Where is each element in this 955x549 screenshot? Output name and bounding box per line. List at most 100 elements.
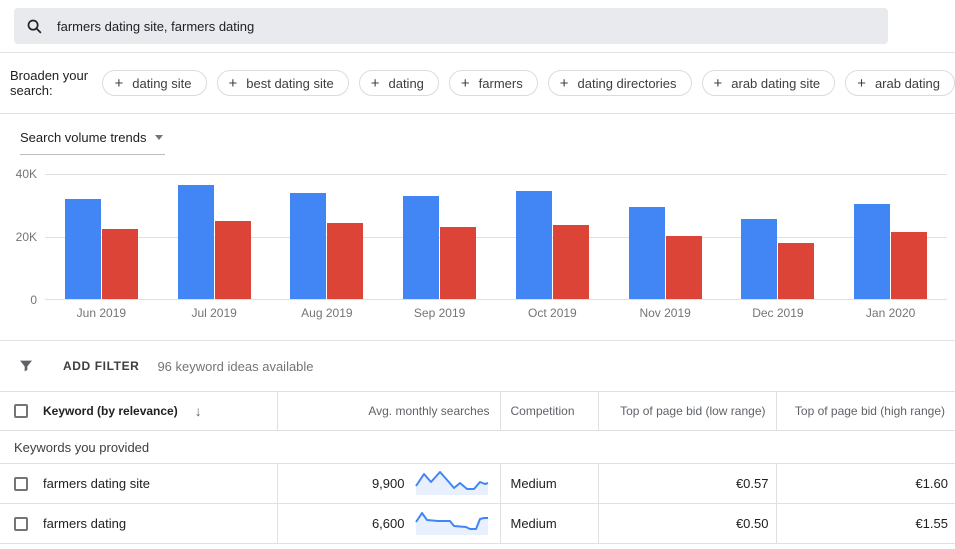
red-bar[interactable] — [552, 225, 589, 299]
chart-title: Search volume trends — [20, 130, 147, 145]
avg-monthly-searches-cell: 6,600 — [371, 516, 405, 531]
blue-bar[interactable] — [628, 207, 665, 299]
y-axis-tick: 40K — [15, 167, 37, 181]
chip-label: dating — [388, 75, 424, 91]
x-axis-labels: Jun 2019 Jul 2019 Aug 2019 Sep 2019 Oct 2019… — [45, 306, 947, 320]
column-header-bid-high[interactable]: Top of page bid (high range) — [775, 391, 955, 431]
blue-bar[interactable] — [403, 196, 440, 299]
keyword-cell: farmers dating — [43, 516, 127, 531]
red-bar[interactable] — [778, 243, 815, 299]
row-checkbox[interactable] — [14, 476, 28, 491]
column-header-bid-low[interactable]: Top of page bid (low range) — [597, 391, 776, 431]
keyword-ideas-count: 96 keyword ideas available — [157, 358, 314, 374]
blue-bar[interactable] — [515, 191, 552, 299]
divider — [0, 340, 955, 341]
table-row: farmers dating site 9,900 Medium €0.57 €… — [0, 463, 955, 504]
red-bar[interactable] — [440, 227, 477, 299]
x-axis-tick: Jan 2020 — [865, 306, 916, 320]
search-volume-chart: 40K 20K 0 Jun 2019 Jul 2019 Aug 2019 Sep 20… — [0, 167, 955, 320]
y-axis-tick: 0 — [30, 293, 37, 307]
broaden-chip[interactable]: + arab dating site — [701, 70, 836, 96]
x-axis-tick: Jul 2019 — [191, 306, 237, 320]
column-header-avg-monthly-searches[interactable]: Avg. monthly searches — [276, 391, 500, 431]
bid-high-cell: €1.60 — [775, 463, 955, 504]
add-filter-button[interactable]: ADD FILTER — [63, 359, 140, 373]
plus-icon: + — [114, 74, 124, 92]
blue-bar[interactable] — [741, 219, 778, 299]
table-row: farmers dating 6,600 Medium €0.50 €1.55 — [0, 503, 955, 544]
plus-icon: + — [559, 74, 569, 92]
row-checkbox[interactable] — [14, 516, 28, 531]
column-header-keyword[interactable]: Keyword (by relevance) — [43, 404, 178, 418]
chart-header: Search volume trends — [0, 114, 955, 155]
keyword-chips: + dating site + best dating site + dating + far… — [102, 70, 955, 96]
search-icon — [27, 19, 42, 33]
keyword-cell: farmers dating site — [43, 476, 150, 491]
chip-label: arab dating site — [731, 75, 821, 91]
x-axis-tick: Sep 2019 — [413, 306, 466, 320]
broaden-chip[interactable]: + farmers — [448, 70, 538, 96]
bid-high-cell: €1.55 — [775, 503, 955, 544]
sort-desc-icon[interactable]: ↓ — [194, 403, 202, 419]
broaden-chip[interactable]: + dating directories — [547, 70, 692, 96]
red-bar[interactable] — [891, 232, 928, 299]
broaden-chip[interactable]: + dating — [358, 70, 439, 96]
bar-group — [722, 174, 835, 299]
x-axis-tick: Aug 2019 — [301, 306, 353, 320]
table-header-row: Keyword (by relevance) ↓ Avg. monthly se… — [0, 391, 955, 431]
x-axis-tick: Nov 2019 — [639, 306, 691, 320]
blue-bar[interactable] — [64, 199, 101, 299]
bar-group — [271, 174, 384, 299]
bar-group — [383, 174, 496, 299]
broaden-chip[interactable]: + dating site — [102, 70, 207, 96]
filter-funnel-icon — [20, 360, 32, 372]
bar-groups — [45, 174, 947, 299]
bar-group — [496, 174, 609, 299]
y-axis-tick: 20K — [15, 230, 37, 244]
filter-bar: ADD FILTER 96 keyword ideas available — [0, 341, 955, 391]
broaden-chip[interactable]: + best dating site — [216, 70, 349, 96]
gridline — [45, 174, 947, 175]
plus-icon: + — [857, 74, 866, 92]
divider — [0, 113, 955, 114]
search-input[interactable] — [57, 18, 837, 34]
x-axis-tick: Oct 2019 — [528, 306, 577, 320]
red-bar[interactable] — [101, 229, 138, 299]
select-all-checkbox[interactable] — [14, 404, 28, 418]
divider — [0, 52, 955, 53]
blue-bar[interactable] — [290, 193, 327, 299]
bar-group — [609, 174, 722, 299]
chart-plot-area — [45, 174, 947, 300]
chip-label: dating site — [132, 75, 192, 91]
red-bar[interactable] — [665, 236, 702, 299]
red-bar[interactable] — [214, 221, 251, 299]
broaden-chip[interactable]: + arab dating — [845, 70, 955, 96]
chip-label: best dating site — [246, 75, 334, 91]
plus-icon: + — [713, 74, 723, 92]
gridline — [45, 237, 947, 238]
table-section-row: Keywords you provided — [0, 430, 955, 464]
plus-icon: + — [370, 74, 380, 92]
avg-monthly-searches-cell: 9,900 — [371, 476, 405, 491]
keyword-ideas-table: Keyword (by relevance) ↓ Avg. monthly se… — [0, 391, 955, 544]
bar-group — [158, 174, 271, 299]
x-axis-tick: Jun 2019 — [76, 306, 127, 320]
search-volume-trends-dropdown[interactable]: Search volume trends — [20, 130, 166, 155]
chip-label: arab dating — [874, 75, 940, 91]
blue-bar[interactable] — [854, 204, 891, 299]
chevron-down-icon — [155, 135, 164, 140]
broaden-search-label: Broaden your search: — [10, 68, 89, 98]
sparkline-chart — [414, 469, 490, 498]
bar-group — [834, 174, 947, 299]
sparkline-chart — [414, 509, 490, 538]
chip-label: farmers — [478, 75, 523, 91]
red-bar[interactable] — [327, 223, 364, 299]
keyword-planner-page: Broaden your search: + dating site + best d… — [0, 8, 955, 544]
column-header-competition[interactable]: Competition — [499, 391, 598, 431]
x-axis-tick: Dec 2019 — [752, 306, 804, 320]
chip-label: dating directories — [577, 75, 677, 91]
plus-icon: + — [460, 74, 470, 92]
plus-icon: + — [228, 74, 238, 92]
competition-cell: Medium — [499, 503, 598, 544]
blue-bar[interactable] — [177, 185, 214, 299]
